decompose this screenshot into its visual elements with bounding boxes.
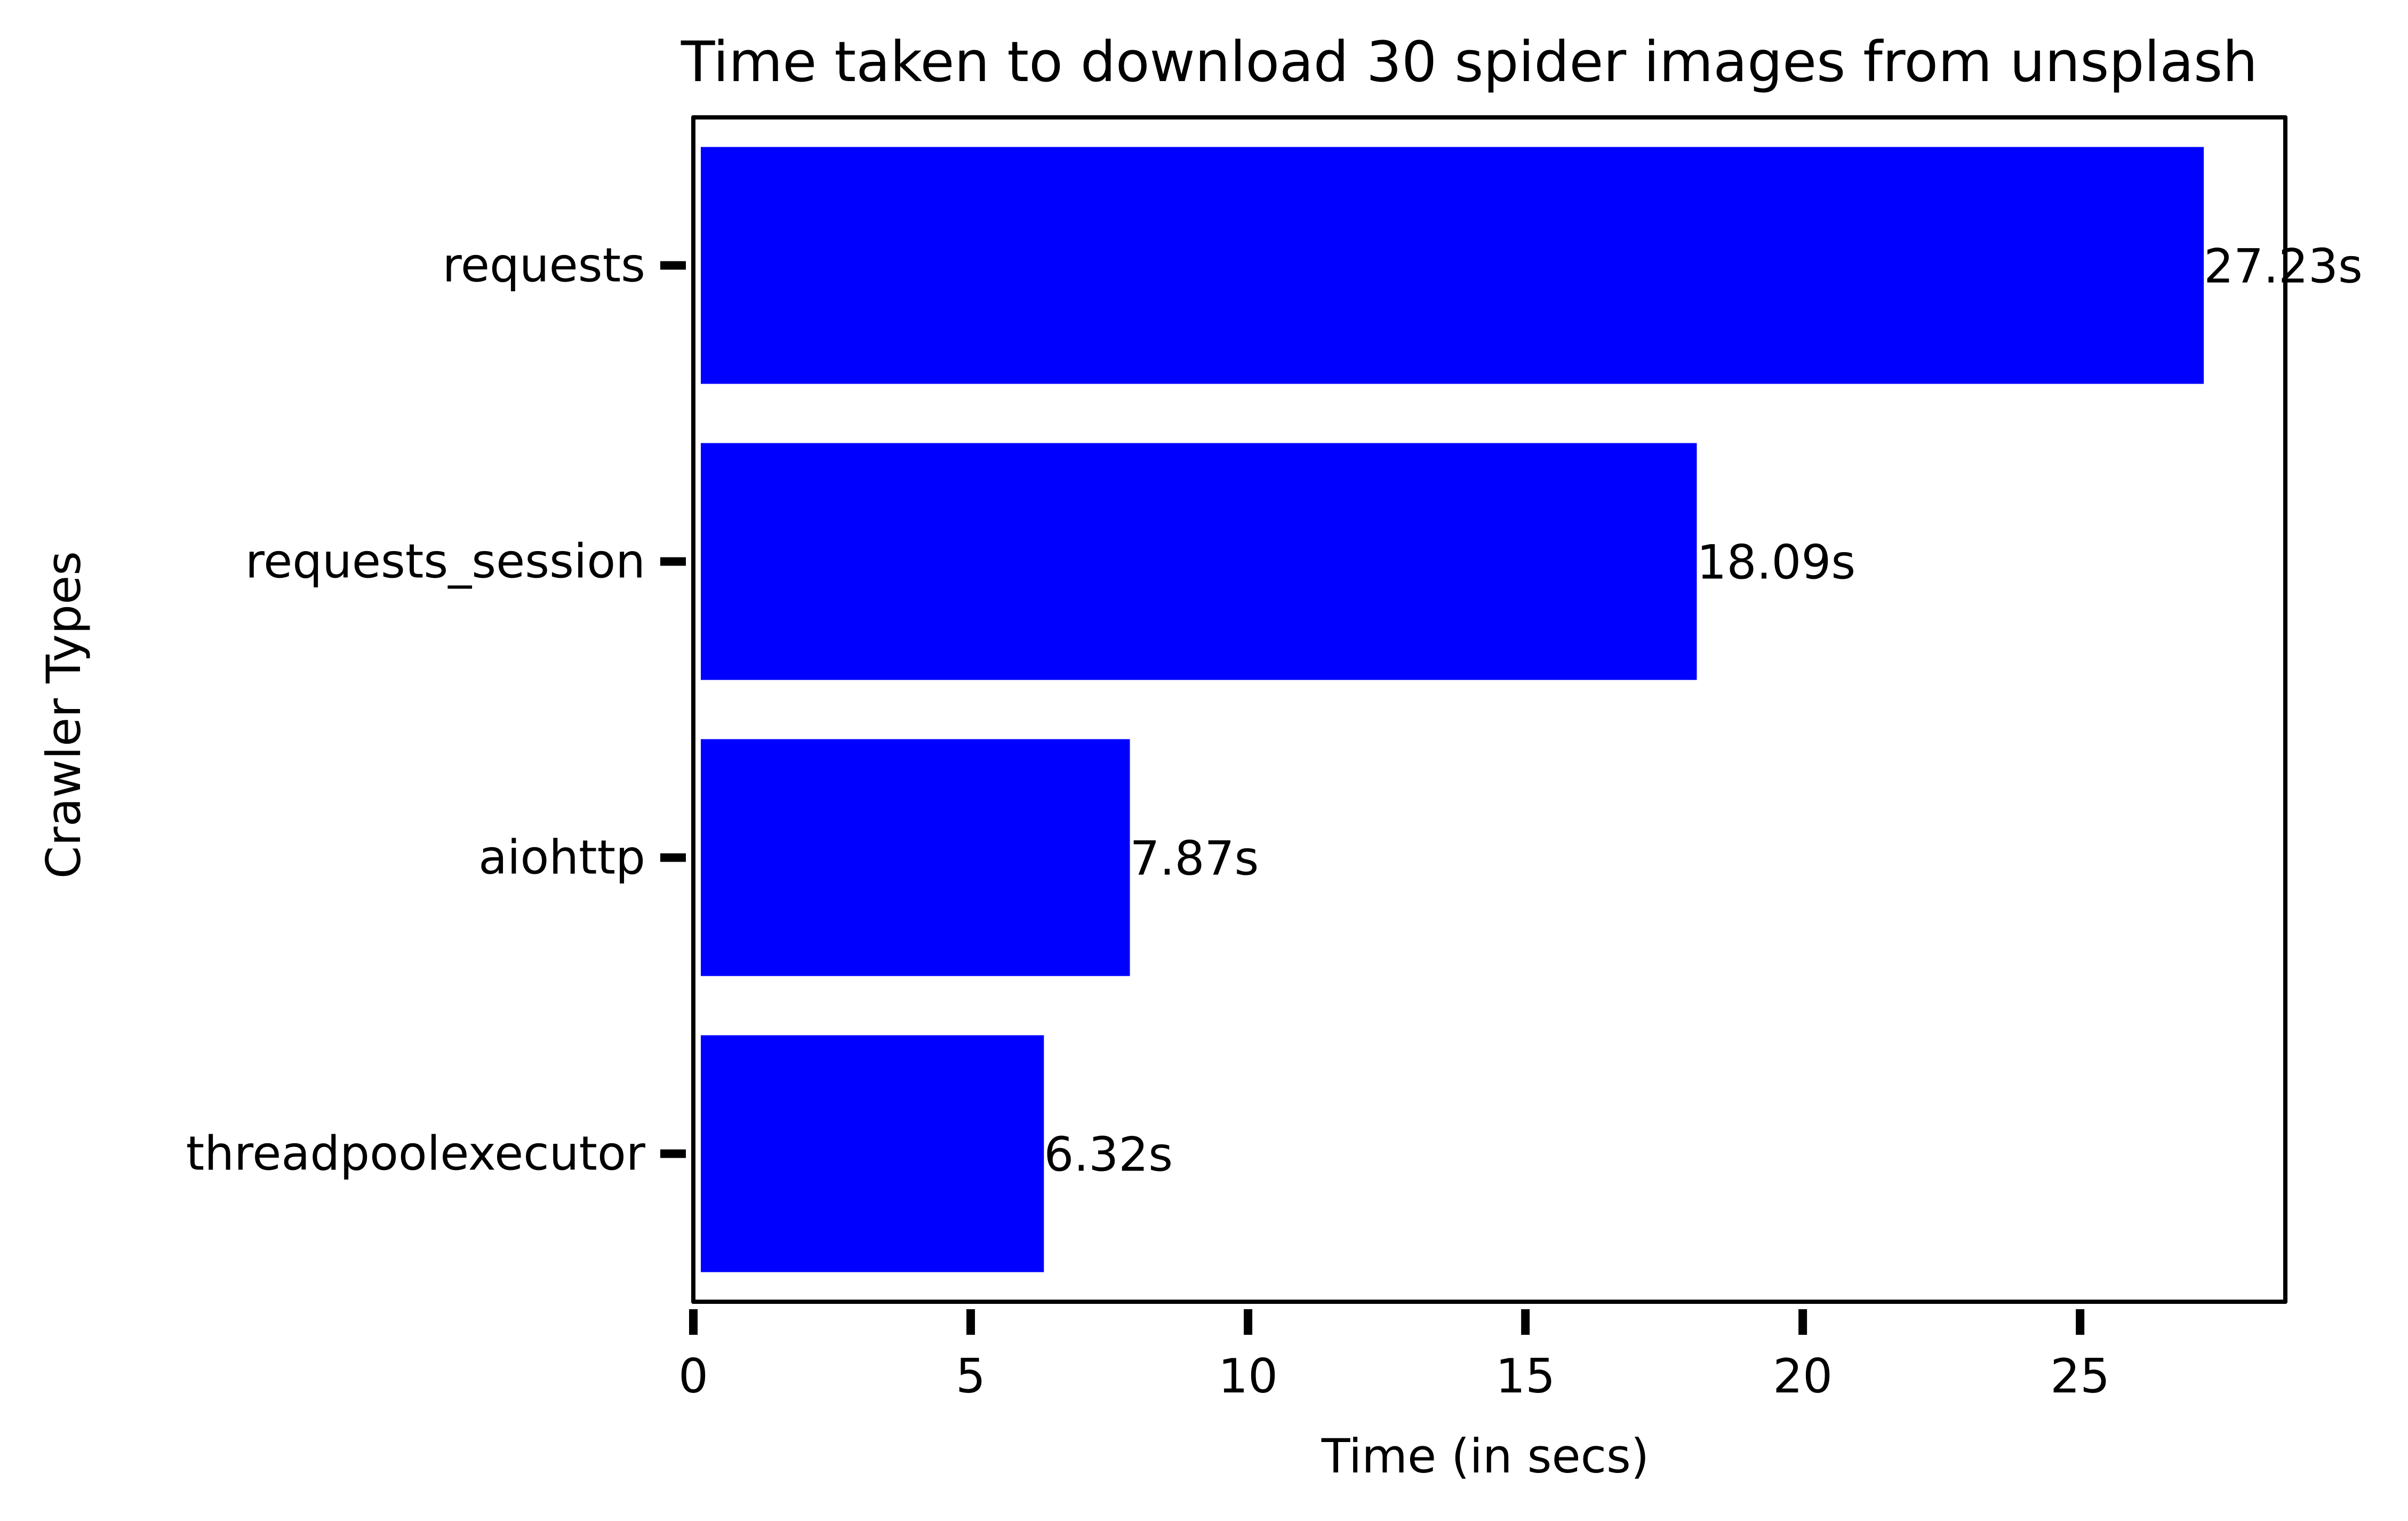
x-tick-label-20: 20 [1773, 1349, 1833, 1404]
y-axis-label: Crawler Types [36, 551, 91, 879]
bar-requests_session [701, 443, 1697, 680]
data-label-requests: 27.23s [2204, 239, 2363, 294]
chart-title: Time taken to download 30 spider images … [681, 29, 2258, 94]
bar-threadpoolexecutor [701, 1035, 1044, 1272]
data-label-requests_session: 18.09s [1697, 535, 1855, 590]
data-label-aiohttp: 7.87s [1130, 831, 1259, 886]
x-tick-label-5: 5 [956, 1349, 986, 1404]
x-axis-label: Time (in secs) [1321, 1429, 1649, 1484]
x-tick-label-15: 15 [1495, 1349, 1555, 1404]
y-tick-label-threadpoolexecutor: threadpoolexecutor [186, 1126, 646, 1181]
bar-requests [701, 147, 2204, 384]
data-labels-layer: 27.23s 18.09s 7.87s 6.32s [1044, 239, 2363, 1182]
bars-layer [701, 147, 2204, 1272]
x-tick-label-10: 10 [1218, 1349, 1278, 1404]
x-tick-label-0: 0 [678, 1349, 708, 1404]
plot-frame [691, 115, 2287, 1304]
x-ticks-layer: 0 5 10 15 20 25 [678, 1309, 2110, 1404]
data-label-threadpoolexecutor: 6.32s [1044, 1127, 1173, 1182]
y-tick-label-aiohttp: aiohttp [478, 830, 645, 885]
bar-aiohttp [701, 739, 1130, 976]
y-tick-label-requests_session: requests_session [245, 534, 645, 589]
x-tick-label-25: 25 [2050, 1349, 2110, 1404]
y-tick-label-requests: requests [443, 238, 645, 293]
